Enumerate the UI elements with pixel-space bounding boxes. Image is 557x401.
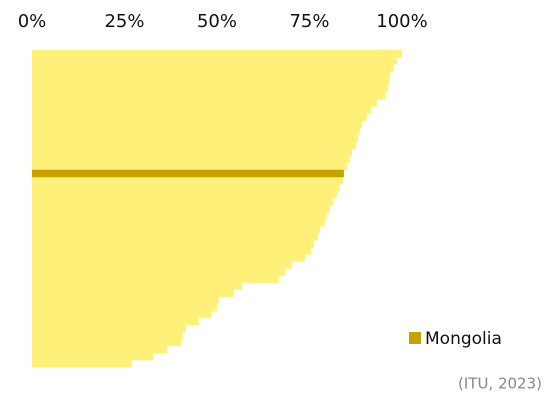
bar <box>32 141 357 150</box>
bar <box>32 282 243 290</box>
bar <box>32 64 394 72</box>
bar <box>32 303 217 312</box>
bar <box>32 324 186 333</box>
bar <box>32 289 235 297</box>
bar <box>32 148 353 157</box>
x-tick-label: 75% <box>289 11 329 32</box>
bar <box>32 78 390 86</box>
bar <box>32 240 314 248</box>
bar <box>32 233 319 241</box>
bar <box>32 169 344 178</box>
bar <box>32 71 391 79</box>
bar <box>32 197 334 206</box>
bar <box>32 176 344 185</box>
bar <box>32 275 280 283</box>
bar <box>32 155 350 164</box>
bar <box>32 359 132 368</box>
bar <box>32 85 388 93</box>
bar <box>32 162 347 171</box>
bar <box>32 310 212 319</box>
bar <box>32 183 340 192</box>
x-tick-label: 25% <box>104 11 144 32</box>
legend-swatch <box>409 332 421 344</box>
bar <box>32 338 182 347</box>
bar <box>32 50 402 58</box>
bar <box>32 226 320 234</box>
bar <box>32 57 397 65</box>
bar <box>32 120 363 128</box>
bar <box>32 317 199 326</box>
bar <box>32 92 385 100</box>
bar <box>32 106 371 114</box>
bar <box>32 219 325 227</box>
x-tick-label: 100% <box>376 11 427 32</box>
source: (ITU, 2023) <box>458 375 542 393</box>
bar <box>32 127 360 135</box>
x-tick-label: 0% <box>18 11 47 32</box>
bar <box>32 190 337 199</box>
bar <box>32 254 306 262</box>
bar <box>32 204 330 213</box>
bar <box>32 345 168 354</box>
bar <box>32 113 367 121</box>
bar <box>32 296 219 304</box>
bar <box>32 331 183 340</box>
bar <box>32 247 311 255</box>
bar <box>32 212 327 220</box>
bar <box>32 134 358 142</box>
bar <box>32 261 293 269</box>
bar <box>32 268 286 276</box>
bar <box>32 99 377 107</box>
legend-label: Mongolia <box>425 329 502 349</box>
bar <box>32 352 153 361</box>
x-tick-label: 50% <box>197 11 237 32</box>
